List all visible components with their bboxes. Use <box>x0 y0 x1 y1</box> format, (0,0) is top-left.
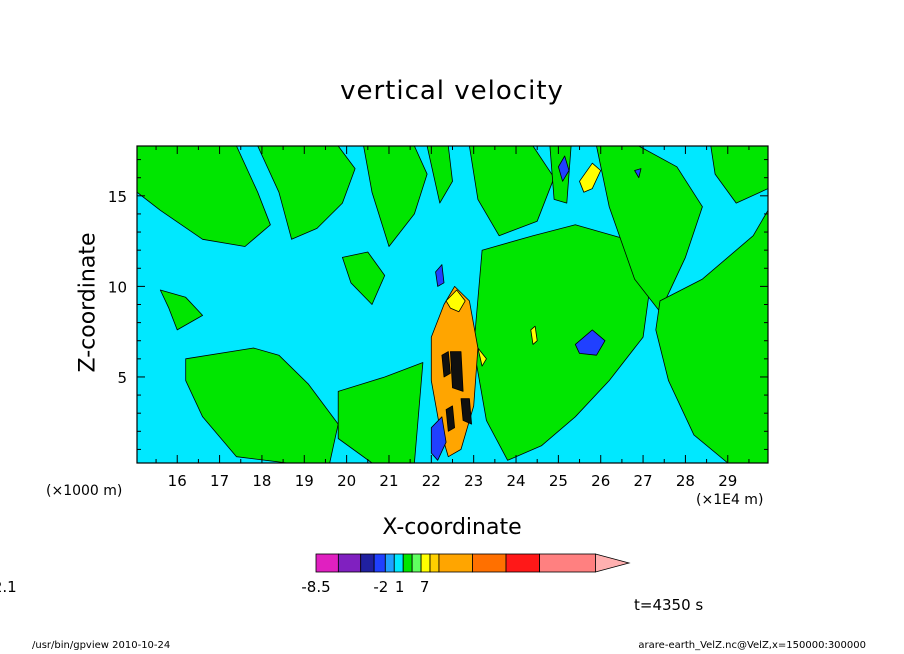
colorbar-segment <box>402 553 413 573</box>
colorbar-label: -2 <box>373 578 388 596</box>
contour-region-green-6 <box>159 289 204 331</box>
contour-region-blue-19 <box>558 155 570 182</box>
chart-title: vertical velocity <box>340 76 564 106</box>
colorbar-label: -8.5 <box>301 578 330 596</box>
x-tick-label: 20 <box>337 472 356 490</box>
contour-region-yellow-15 <box>445 289 466 313</box>
x-axis-unit-right: (×1E4 m) <box>696 492 764 508</box>
x-tick-label: 25 <box>549 472 568 490</box>
contour-region-green-1 <box>257 146 356 240</box>
colorbar-segment <box>411 553 422 573</box>
contour-region-blue-23 <box>634 168 642 179</box>
colorbar-segment <box>429 553 440 573</box>
colorbar-segment <box>360 553 375 573</box>
contour-region-green-13 <box>710 146 768 204</box>
contour-region-dark-27 <box>445 405 456 432</box>
y-tick-label: 10 <box>108 278 127 296</box>
contour-region-blue-22 <box>430 416 447 461</box>
contour-region-green-2 <box>363 146 428 247</box>
y-tick-label: 15 <box>108 188 127 206</box>
time-annotation: t=4350 s <box>634 596 704 614</box>
colorbar-segment <box>420 553 431 573</box>
contour-region-green-8 <box>337 362 424 463</box>
colorbar-segment <box>373 553 386 573</box>
colorbar-segment <box>337 553 362 573</box>
x-axis-label: X-coordinate <box>382 515 522 540</box>
x-tick-label: 18 <box>252 472 271 490</box>
colorbar: -8.5 -2 17 22.1 <box>0 553 631 596</box>
x-tick-label: 23 <box>464 472 483 490</box>
x-tick-label: 29 <box>718 472 737 490</box>
x-tick-label: 28 <box>676 472 695 490</box>
contour-region-dark-26 <box>441 351 451 378</box>
colorbar-segment <box>539 553 596 573</box>
colorbar-segment <box>315 553 339 573</box>
contour-region-dark-25 <box>460 398 473 425</box>
x-tick-label: 16 <box>168 472 187 490</box>
y-tick-label: 5 <box>117 369 127 387</box>
colorbar-segment <box>393 553 404 573</box>
contour-region-dark-24 <box>449 351 464 392</box>
contour-region-green-9 <box>341 251 386 305</box>
x-tick-label: 21 <box>379 472 398 490</box>
contour-region-yellow-18 <box>477 347 487 367</box>
colorbar-segment <box>384 553 395 573</box>
contour-region-green-11 <box>596 146 703 313</box>
colorbar-segment <box>472 553 507 573</box>
x-tick-label: 19 <box>295 472 314 490</box>
contour-region-blue-20 <box>574 329 606 356</box>
x-axis-unit-left: (×1000 m) <box>46 483 123 499</box>
x-tick-label: 24 <box>506 472 525 490</box>
contour-region-green-7 <box>185 347 339 463</box>
contour-region-yellow-16 <box>579 162 602 193</box>
contour-region-green-10 <box>473 224 652 461</box>
y-axis-label: Z-coordinate <box>75 232 101 373</box>
x-tick-label: 27 <box>634 472 653 490</box>
plot-area <box>137 146 768 463</box>
contour-region-green-4 <box>468 146 555 237</box>
contour-region-green-0 <box>137 146 271 247</box>
x-tick-label: 22 <box>422 472 441 490</box>
contour-region-yellow-17 <box>530 325 538 345</box>
footer-data-source: arare-earth_VelZ.nc@VelZ,x=150000:300000 <box>638 640 866 651</box>
footer-program-date: /usr/bin/gpview 2010-10-24 <box>32 640 171 651</box>
contour-region-blue-21 <box>435 264 445 287</box>
colorbar-segment <box>505 553 540 573</box>
x-tick-label: 17 <box>210 472 229 490</box>
contour-region-green-3 <box>426 146 453 204</box>
colorbar-label: 7 <box>420 578 430 596</box>
x-tick-label: 26 <box>591 472 610 490</box>
colorbar-label: 22.1 <box>0 578 17 596</box>
colorbar-label: 1 <box>395 578 405 596</box>
contour-region-green-12 <box>655 209 768 463</box>
axes: 16 17 18 19 20 21 22 23 24 25 26 27 28 29 5 10 15 <box>108 145 769 490</box>
colorbar-arrow <box>595 553 631 573</box>
colorbar-segment <box>438 553 473 573</box>
